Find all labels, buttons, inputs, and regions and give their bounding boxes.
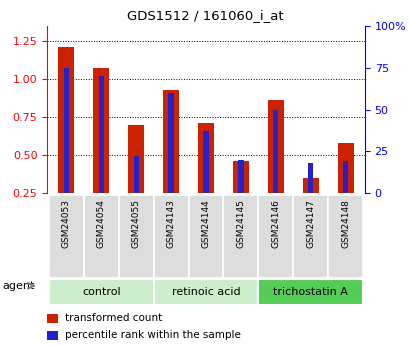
Bar bbox=[238, 160, 243, 193]
Bar bbox=[203, 131, 208, 193]
FancyBboxPatch shape bbox=[328, 195, 362, 278]
Bar bbox=[272, 110, 278, 193]
Bar bbox=[128, 125, 144, 193]
Text: GDS1512 / 161060_i_at: GDS1512 / 161060_i_at bbox=[126, 9, 283, 22]
FancyBboxPatch shape bbox=[223, 195, 258, 278]
FancyBboxPatch shape bbox=[119, 195, 153, 278]
Text: trichostatin A: trichostatin A bbox=[273, 287, 347, 297]
Text: GSM24143: GSM24143 bbox=[166, 199, 175, 248]
Bar bbox=[308, 163, 312, 193]
Text: control: control bbox=[82, 287, 120, 297]
Bar bbox=[47, 331, 58, 340]
Text: GSM24148: GSM24148 bbox=[340, 199, 349, 248]
FancyBboxPatch shape bbox=[292, 195, 328, 278]
Text: agent: agent bbox=[2, 281, 35, 291]
Bar bbox=[267, 100, 283, 193]
FancyBboxPatch shape bbox=[83, 195, 119, 278]
Bar bbox=[168, 93, 173, 193]
FancyBboxPatch shape bbox=[153, 279, 258, 305]
Bar bbox=[63, 68, 69, 193]
Text: GSM24145: GSM24145 bbox=[236, 199, 245, 248]
FancyBboxPatch shape bbox=[49, 279, 153, 305]
Bar bbox=[47, 314, 58, 323]
Bar bbox=[342, 161, 348, 193]
Bar bbox=[337, 143, 353, 193]
Text: GSM24147: GSM24147 bbox=[306, 199, 315, 248]
Text: GSM24053: GSM24053 bbox=[62, 199, 71, 248]
Text: GSM24146: GSM24146 bbox=[271, 199, 280, 248]
Bar bbox=[133, 156, 139, 193]
Bar bbox=[233, 161, 248, 193]
Bar bbox=[58, 47, 74, 193]
FancyBboxPatch shape bbox=[49, 195, 83, 278]
Bar bbox=[198, 123, 213, 193]
Text: transformed count: transformed count bbox=[65, 313, 162, 323]
Bar bbox=[302, 178, 318, 193]
FancyBboxPatch shape bbox=[153, 195, 188, 278]
Text: GSM24055: GSM24055 bbox=[131, 199, 140, 248]
Bar bbox=[99, 76, 103, 193]
Text: GSM24054: GSM24054 bbox=[97, 199, 106, 248]
FancyBboxPatch shape bbox=[258, 195, 292, 278]
FancyBboxPatch shape bbox=[188, 195, 223, 278]
Bar bbox=[93, 68, 109, 193]
Text: retinoic acid: retinoic acid bbox=[171, 287, 240, 297]
Text: GSM24144: GSM24144 bbox=[201, 199, 210, 248]
FancyBboxPatch shape bbox=[258, 279, 362, 305]
Bar bbox=[163, 90, 178, 193]
Text: percentile rank within the sample: percentile rank within the sample bbox=[65, 331, 240, 340]
